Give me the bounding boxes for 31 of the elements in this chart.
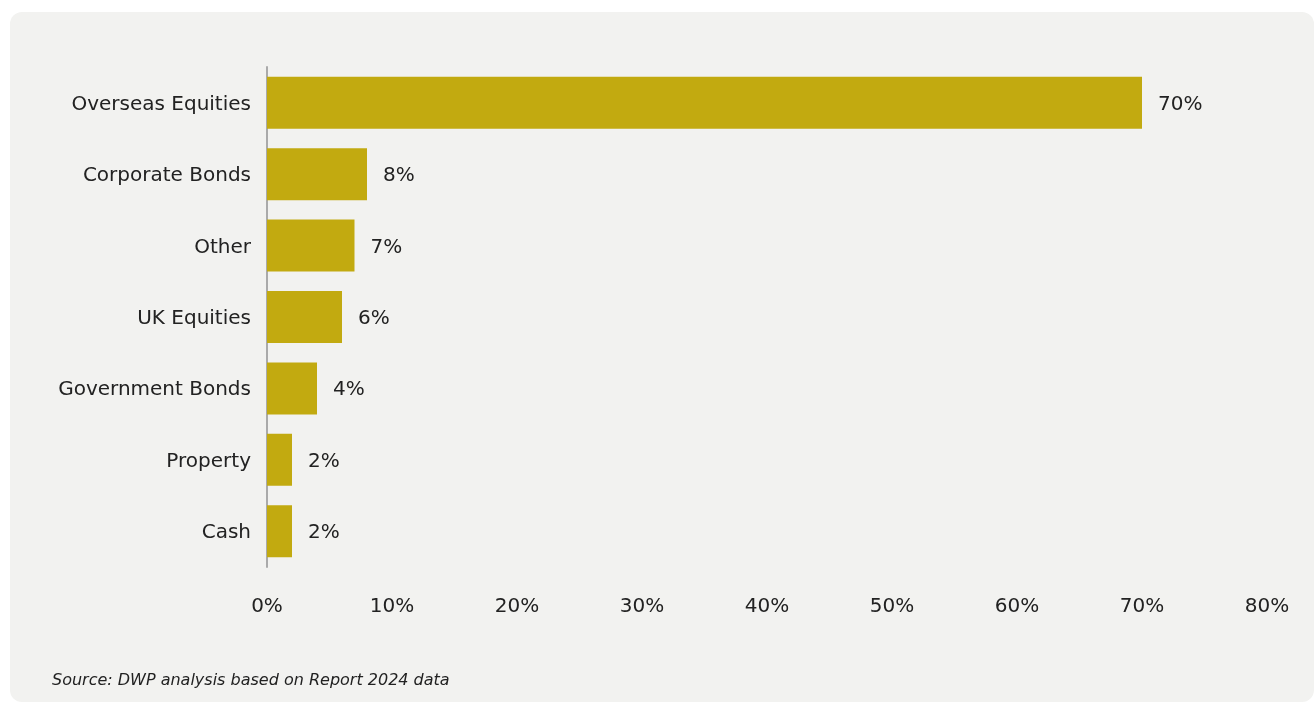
x-tick-label: 10% bbox=[369, 593, 415, 617]
x-tick-label: 20% bbox=[494, 593, 540, 617]
y-tick-label: Government Bonds bbox=[58, 376, 251, 401]
data-label: 2% bbox=[308, 519, 340, 544]
x-tick-label: 60% bbox=[994, 593, 1040, 617]
y-tick-label: UK Equities bbox=[137, 305, 251, 329]
y-tick-label: Corporate Bonds bbox=[82, 162, 251, 187]
y-tick-label: Overseas Equities bbox=[71, 90, 251, 115]
y-tick-label: Property bbox=[166, 447, 252, 472]
bar bbox=[267, 219, 355, 272]
data-label: 4% bbox=[333, 376, 365, 401]
y-tick-label: Other bbox=[194, 233, 252, 258]
x-tick-label: 30% bbox=[619, 593, 665, 617]
data-label: 7% bbox=[370, 233, 403, 258]
bar bbox=[267, 433, 292, 486]
data-label: 70% bbox=[1158, 90, 1203, 115]
data-label: 8% bbox=[383, 162, 415, 187]
bar bbox=[267, 291, 342, 343]
bar bbox=[267, 148, 367, 201]
source-note: Source: DWP analysis based on Report 2024 data bbox=[52, 670, 450, 689]
x-tick-label: 0% bbox=[251, 593, 283, 617]
x-tick-label: 40% bbox=[744, 593, 790, 617]
bar bbox=[267, 76, 1142, 129]
x-tick-label: 80% bbox=[1244, 593, 1290, 617]
data-label: 2% bbox=[308, 447, 340, 472]
x-tick-label: 50% bbox=[869, 593, 915, 617]
x-tick-label: 70% bbox=[1119, 593, 1165, 617]
data-label: 6% bbox=[358, 305, 390, 329]
bar bbox=[267, 362, 317, 415]
bar bbox=[267, 505, 292, 558]
y-tick-label: Cash bbox=[201, 519, 251, 544]
